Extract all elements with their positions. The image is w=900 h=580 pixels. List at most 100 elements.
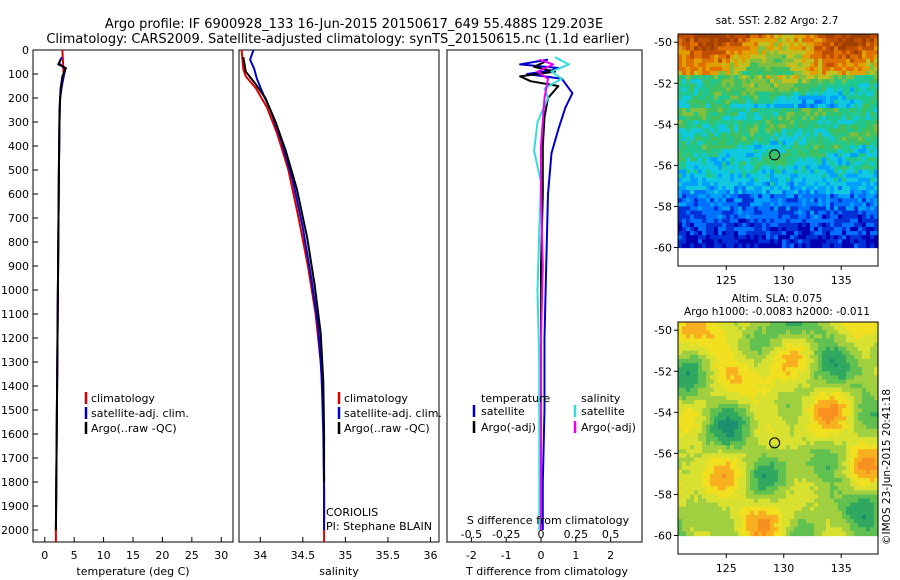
heatmap-cell [766, 239, 771, 245]
heatmap-cell [682, 326, 687, 331]
heatmap-cell [802, 391, 807, 397]
heatmap-cell [710, 99, 715, 105]
heatmap-cell [850, 478, 855, 483]
heatmap-cell [814, 330, 819, 335]
heatmap-cell [738, 424, 743, 430]
heatmap-cell [714, 416, 719, 422]
heatmap-cell [854, 494, 859, 500]
heatmap-cell [774, 214, 779, 220]
heatmap-cell [706, 342, 711, 348]
heatmap-cell [730, 350, 735, 356]
heatmap-cell [830, 445, 835, 450]
heatmap-cell [730, 473, 735, 479]
heatmap-cell [842, 326, 847, 331]
heatmap-cell [790, 58, 795, 64]
heatmap-cell [694, 473, 699, 479]
heatmap-cell [790, 486, 795, 491]
heatmap-cell [710, 461, 715, 467]
heatmap-cell [770, 218, 775, 224]
heatmap-cell [822, 400, 827, 405]
heatmap-cell [814, 395, 819, 401]
heatmap-cell [690, 412, 695, 418]
heatmap-cell [822, 107, 827, 113]
heatmap-cell [722, 161, 727, 166]
heatmap-cell [754, 482, 759, 487]
heatmap-cell [794, 371, 799, 376]
heatmap-cell [802, 214, 807, 220]
heatmap-cell [710, 194, 715, 199]
heatmap-cell [798, 91, 803, 97]
heatmap-cell [718, 165, 723, 171]
heatmap-cell [690, 79, 695, 84]
heatmap-cell [778, 107, 783, 113]
heatmap-cell [694, 87, 699, 93]
heatmap-cell [766, 490, 771, 496]
heatmap-cell [778, 157, 783, 162]
heatmap-cell [850, 99, 855, 105]
heatmap-cell [734, 136, 739, 142]
heatmap-cell [762, 367, 767, 372]
heatmap-cell [682, 478, 687, 483]
heatmap-cell [722, 498, 727, 504]
heatmap-cell [806, 338, 811, 344]
heatmap-cell [814, 226, 819, 232]
heatmap-cell [842, 165, 847, 171]
heatmap-cell [838, 120, 843, 125]
heatmap-cell [826, 358, 831, 364]
heatmap-cell [830, 326, 835, 331]
heatmap-cell [826, 350, 831, 356]
heatmap-cell [738, 449, 743, 454]
heatmap-cell [782, 136, 787, 142]
heatmap-cell [710, 87, 715, 93]
heatmap-cell [746, 412, 751, 418]
heatmap-cell [722, 441, 727, 446]
heatmap-cell [862, 412, 867, 418]
heatmap-cell [682, 420, 687, 426]
heatmap-cell [706, 140, 711, 146]
heatmap-cell [718, 432, 723, 438]
heatmap-cell [706, 214, 711, 220]
heatmap-cell [802, 322, 807, 327]
heatmap-cell [874, 214, 879, 220]
heatmap-cell [766, 66, 771, 72]
heatmap-cell [690, 46, 695, 52]
heatmap-cell [830, 428, 835, 434]
heatmap-cell [750, 490, 755, 496]
heatmap-cell [770, 190, 775, 195]
heatmap-cell [806, 350, 811, 356]
heatmap-cell [750, 379, 755, 385]
heatmap-cell [858, 350, 863, 356]
heatmap-cell [722, 379, 727, 385]
heatmap-cell [846, 342, 851, 348]
heatmap-cell [870, 34, 875, 39]
heatmap-cell [730, 75, 735, 80]
heatmap-cell [858, 449, 863, 454]
heatmap-cell [782, 428, 787, 434]
heatmap-cell [870, 445, 875, 450]
heatmap-cell [826, 198, 831, 203]
heatmap-cell [766, 424, 771, 430]
heatmap-cell [806, 334, 811, 340]
heatmap-cell [794, 79, 799, 84]
heatmap-cell [678, 408, 683, 413]
heatmap-cell [722, 375, 727, 381]
heatmap-cell [718, 99, 723, 105]
heatmap-cell [830, 62, 835, 68]
heatmap-cell [746, 148, 751, 154]
heatmap-cell [698, 490, 703, 496]
heatmap-cell [678, 95, 683, 101]
heatmap-cell [758, 498, 763, 504]
heatmap-cell [822, 457, 827, 463]
heatmap-cell [738, 42, 743, 47]
heatmap-cell [690, 38, 695, 43]
heatmap-cell [738, 210, 743, 216]
heatmap-cell [722, 226, 727, 232]
heatmap-cell [826, 148, 831, 154]
heatmap-cell [774, 379, 779, 385]
heatmap-cell [706, 498, 711, 504]
heatmap-cell [806, 185, 811, 191]
heatmap-cell [766, 206, 771, 212]
heatmap-cell [750, 136, 755, 142]
heatmap-cell [758, 136, 763, 142]
heatmap-cell [842, 202, 847, 208]
